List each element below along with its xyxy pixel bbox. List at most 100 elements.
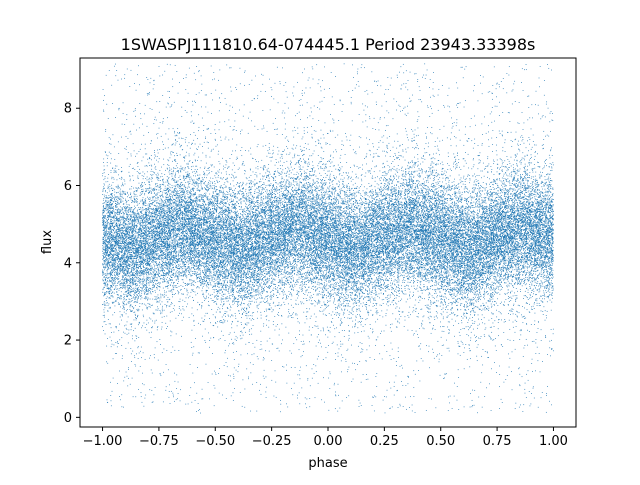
scatter-point [375,259,376,260]
scatter-point [414,233,415,234]
scatter-point [330,166,331,167]
scatter-point [137,176,138,177]
scatter-point [525,393,526,394]
scatter-point [442,214,443,215]
scatter-point [162,295,163,296]
scatter-point [249,265,250,266]
scatter-point [441,212,442,213]
scatter-point [491,203,492,204]
scatter-point [137,316,138,317]
scatter-point [149,332,150,333]
scatter-point [160,222,161,223]
scatter-point [465,229,466,230]
scatter-point [519,188,520,189]
scatter-point [431,264,432,265]
scatter-point [266,316,267,317]
scatter-point [313,217,314,218]
scatter-point [394,276,395,277]
scatter-point [117,346,118,347]
scatter-point [278,215,279,216]
scatter-point [449,180,450,181]
scatter-point [143,240,144,241]
scatter-point [323,330,324,331]
scatter-point [126,275,127,276]
scatter-point [131,301,132,302]
scatter-point [428,241,429,242]
scatter-point [334,237,335,238]
scatter-point [401,258,402,259]
scatter-point [492,220,493,221]
scatter-point [124,301,125,302]
scatter-point [379,235,380,236]
scatter-point [267,292,268,293]
scatter-point [456,82,457,83]
scatter-point [343,303,344,304]
scatter-point [472,282,473,283]
scatter-point [481,356,482,357]
scatter-point [212,257,213,258]
scatter-point [473,148,474,149]
scatter-point [386,194,387,195]
scatter-point [212,279,213,280]
scatter-point [358,269,359,270]
scatter-point [365,212,366,213]
scatter-point [288,141,289,142]
scatter-point [339,242,340,243]
scatter-point [279,175,280,176]
scatter-point [531,149,532,150]
scatter-point [258,220,259,221]
scatter-point [220,137,221,138]
scatter-point [500,241,501,242]
scatter-point [375,300,376,301]
scatter-point [315,191,316,192]
scatter-point [311,303,312,304]
scatter-point [333,232,334,233]
scatter-point [320,205,321,206]
scatter-point [527,185,528,186]
scatter-point [224,320,225,321]
scatter-point [426,138,427,139]
scatter-point [403,237,404,238]
scatter-point [309,231,310,232]
scatter-point [167,176,168,177]
scatter-point [536,285,537,286]
scatter-point [500,167,501,168]
scatter-point [324,304,325,305]
scatter-point [375,226,376,227]
scatter-point [296,182,297,183]
scatter-point [107,223,108,224]
scatter-point [337,312,338,313]
scatter-point [444,171,445,172]
scatter-point [516,132,517,133]
scatter-point [489,320,490,321]
scatter-point [339,196,340,197]
scatter-point [433,211,434,212]
scatter-point [377,192,378,193]
scatter-point [474,335,475,336]
scatter-point [436,182,437,183]
scatter-point [223,206,224,207]
scatter-point [422,193,423,194]
scatter-point [107,363,108,364]
scatter-point [179,313,180,314]
scatter-point [532,296,533,297]
scatter-point [303,335,304,336]
scatter-point [434,302,435,303]
scatter-point [448,299,449,300]
scatter-point [411,188,412,189]
scatter-point [409,271,410,272]
scatter-point [379,130,380,131]
scatter-point [431,184,432,185]
scatter-point [306,298,307,299]
scatter-point [376,294,377,295]
scatter-point [114,220,115,221]
scatter-point [249,226,250,227]
scatter-point [287,140,288,141]
scatter-point [186,193,187,194]
scatter-point [480,263,481,264]
scatter-point [192,282,193,283]
scatter-point [412,208,413,209]
scatter-point [132,225,133,226]
scatter-point [478,260,479,261]
scatter-point [435,236,436,237]
